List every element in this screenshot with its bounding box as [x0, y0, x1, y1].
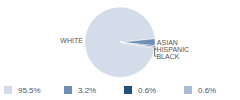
svg-text:ASIAN: ASIAN — [157, 39, 178, 46]
svg-text:0.6%: 0.6% — [138, 86, 156, 95]
svg-text:BLACK: BLACK — [156, 53, 179, 60]
svg-text:HISPANIC: HISPANIC — [157, 46, 190, 53]
svg-text:95.5%: 95.5% — [18, 86, 41, 95]
svg-text:0.6%: 0.6% — [198, 86, 216, 95]
svg-text:WHITE: WHITE — [60, 37, 83, 44]
svg-text:3.2%: 3.2% — [78, 86, 96, 95]
